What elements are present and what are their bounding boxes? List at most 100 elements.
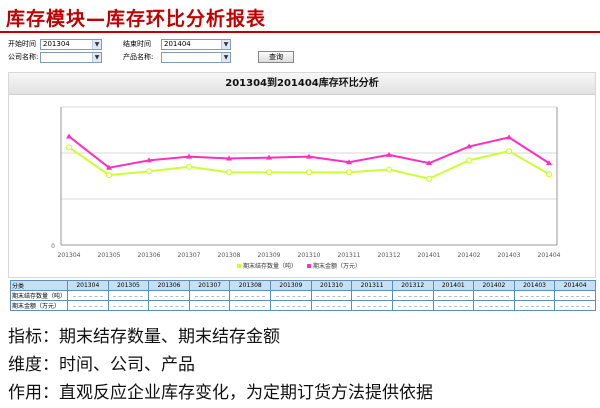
data-point [305, 169, 313, 176]
data-point [426, 160, 432, 166]
end-time-value: 201404 [164, 40, 191, 48]
data-point [105, 171, 113, 179]
chevron-down-icon[interactable]: ▼ [92, 52, 101, 62]
table-header-cell: 201403 [513, 280, 556, 291]
blurred-value [357, 304, 388, 307]
table-cell [229, 290, 272, 301]
chevron-down-icon[interactable]: ▼ [221, 52, 230, 62]
product-row: 产品名称: ▼ [123, 51, 231, 63]
table-cell [188, 300, 231, 311]
table-cell [473, 300, 515, 311]
data-point [345, 169, 353, 176]
chart-panel: 201304到201404库存环比分析 0 201304 201305 201306 2… [8, 72, 596, 278]
start-time-value: 201304 [43, 40, 70, 48]
blurred-value [275, 304, 306, 307]
data-point [145, 168, 153, 175]
data-table: 分类 201304 201305 201306 201307 201308 201309 2… [9, 280, 596, 311]
table-cell [148, 290, 190, 301]
end-time-select[interactable]: 201404 ▼ [161, 38, 231, 50]
x-tick-label: 201310 [298, 252, 321, 259]
table-cell [310, 290, 353, 301]
data-point [226, 155, 232, 161]
x-tick-label: 201307 [178, 252, 201, 259]
company-select[interactable]: ▼ [40, 51, 102, 63]
blurred-value [438, 294, 469, 297]
table-cell [513, 290, 556, 301]
data-point [265, 169, 273, 176]
series-line [68, 135, 550, 169]
x-tick-label: 201404 [538, 252, 561, 259]
data-point [106, 164, 112, 170]
x-tick-label: 201306 [138, 252, 161, 259]
table-header-row: 分类 201304 201305 201306 201307 201308 201309 2… [9, 280, 596, 291]
blurred-value [560, 294, 591, 297]
data-point [186, 153, 192, 159]
table-header-cell: 201304 [67, 280, 109, 291]
table-cell [432, 290, 475, 301]
company-label: 公司名称: [8, 53, 39, 61]
data-point [546, 160, 552, 166]
blurred-value [235, 304, 266, 307]
bullet-dimensions: 维度：时间、公司、产品 [8, 355, 195, 375]
blurred-value [194, 304, 225, 307]
legend-swatch [237, 264, 241, 268]
row-label-amount: 期末金额（万元） [9, 300, 69, 311]
table-cell [270, 300, 312, 311]
data-point [225, 169, 233, 176]
table-cell [310, 300, 353, 311]
data-point [346, 159, 352, 165]
x-tick-label: 201403 [498, 252, 521, 259]
data-point [65, 144, 73, 151]
table-header-cell: 201402 [473, 280, 515, 291]
start-time-select[interactable]: 201304 ▼ [40, 38, 102, 50]
data-point [466, 143, 472, 149]
blurred-value [154, 304, 185, 307]
data-point [465, 157, 473, 164]
blurred-value [478, 304, 509, 307]
table-header-cell: 201404 [554, 280, 596, 291]
blurred-value [235, 294, 266, 297]
blurred-value [316, 304, 347, 307]
title-divider [0, 31, 600, 33]
data-point [385, 166, 393, 173]
chevron-down-icon[interactable]: ▼ [92, 39, 101, 49]
x-tick-label: 201308 [218, 252, 241, 259]
table-cell [391, 290, 434, 301]
query-form: 开始时间 201304 ▼ 结束时间 201404 ▼ 公司名称: ▼ 产品名称… [8, 38, 600, 68]
blurred-value [113, 294, 144, 297]
x-tick-label: 201304 [58, 252, 81, 259]
table-cell [67, 290, 109, 301]
x-tick-label: 201305 [98, 252, 121, 259]
table-header-cell: 201309 [270, 280, 312, 291]
blurred-value [72, 294, 103, 297]
blurred-value [275, 294, 306, 297]
product-select[interactable]: ▼ [161, 51, 231, 63]
query-button[interactable]: 查询 [258, 51, 294, 63]
slide-title: 库存模块—库存环比分析报表 [6, 8, 267, 30]
data-point [66, 133, 72, 139]
start-time-label: 开始时间 [8, 40, 36, 48]
legend-label: 期末结存数量（吨） [243, 262, 297, 270]
blurred-value [397, 294, 428, 297]
data-point [146, 157, 152, 163]
table-header-cell: 201311 [351, 280, 393, 291]
bullet-purpose: 作用：直观反应企业库存变化，为定期订货方法提供依据 [8, 383, 433, 403]
x-tick-label: 201402 [458, 252, 481, 259]
bullet-metrics: 指标：期末结存数量、期末结存金额 [8, 327, 280, 347]
x-tick-label: 201401 [418, 252, 441, 259]
table-row: 期末结存数量（吨） [9, 290, 596, 301]
table-cell [148, 300, 190, 311]
table-header-cell: 201312 [391, 280, 434, 291]
table-cell [473, 290, 515, 301]
blurred-value [438, 304, 469, 307]
table-cell [107, 290, 150, 301]
table-cell [554, 290, 596, 301]
chevron-down-icon[interactable]: ▼ [221, 39, 230, 49]
blurred-value [357, 294, 388, 297]
blurred-value [316, 294, 347, 297]
end-time-label: 结束时间 [123, 40, 151, 48]
blurred-value [194, 294, 225, 297]
blurred-value [519, 294, 550, 297]
blurred-value [72, 304, 103, 307]
